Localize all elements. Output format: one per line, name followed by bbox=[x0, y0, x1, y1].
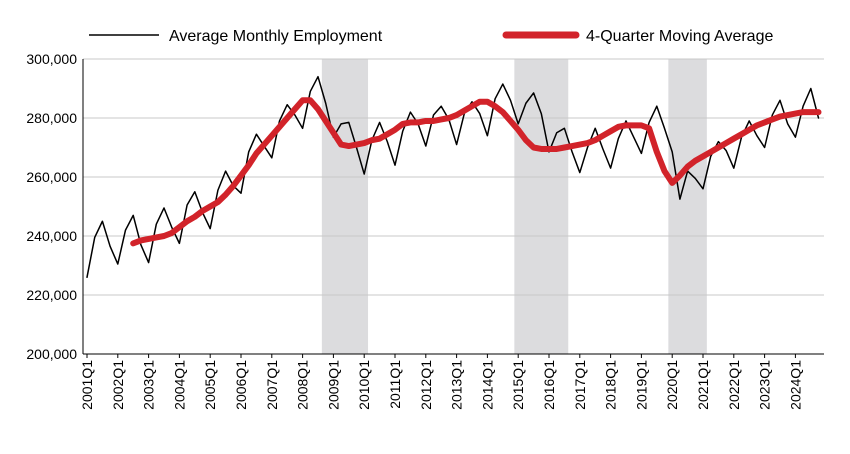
x-tick-label: 2017Q1 bbox=[572, 360, 588, 410]
y-tick-label: 220,000 bbox=[26, 287, 77, 303]
x-tick-label: 2018Q1 bbox=[603, 360, 619, 410]
legend: Average Monthly Employment 4-Quarter Mov… bbox=[89, 28, 773, 45]
x-tick-label: 2001Q1 bbox=[79, 360, 95, 410]
series-lines bbox=[86, 75, 822, 279]
x-tick-label: 2008Q1 bbox=[295, 360, 311, 410]
y-tick-label: 260,000 bbox=[26, 169, 77, 185]
legend-label-moving-average: 4-Quarter Moving Average bbox=[586, 28, 773, 45]
axes bbox=[82, 59, 824, 358]
x-tick-label: 2023Q1 bbox=[757, 360, 773, 410]
series-line-employment bbox=[86, 75, 820, 279]
x-tick-label: 2012Q1 bbox=[418, 360, 434, 410]
recession-band-2 bbox=[514, 59, 569, 354]
x-tick-label: 2020Q1 bbox=[664, 360, 680, 410]
x-tick-label: 2022Q1 bbox=[726, 360, 742, 410]
x-tick-label: 2011Q1 bbox=[387, 360, 403, 409]
x-tick-label: 2006Q1 bbox=[233, 360, 249, 410]
recession-band-3 bbox=[668, 59, 707, 354]
y-tick-label: 280,000 bbox=[26, 110, 77, 126]
x-tick-label: 2002Q1 bbox=[110, 360, 126, 410]
x-tick-label: 2007Q1 bbox=[264, 360, 280, 410]
x-tick-label: 2014Q1 bbox=[479, 360, 495, 410]
x-tick-label: 2013Q1 bbox=[449, 360, 465, 410]
x-tick-label: 2009Q1 bbox=[325, 360, 341, 410]
x-tick-label: 2021Q1 bbox=[695, 360, 711, 410]
x-tick-label: 2015Q1 bbox=[510, 360, 526, 410]
y-tick-labels: 200,000 220,000 240,000 260,000 280,000 300,0… bbox=[26, 51, 77, 362]
x-tick-labels: 2001Q1 2002Q1 2003Q1 2004Q1 2005Q1 2006Q1 2007… bbox=[79, 360, 803, 410]
x-tick-label: 2016Q1 bbox=[541, 360, 557, 410]
x-tick-label: 2024Q1 bbox=[787, 360, 803, 410]
x-tick-label: 2019Q1 bbox=[633, 360, 649, 410]
gridlines bbox=[83, 58, 824, 296]
x-tick-label: 2003Q1 bbox=[141, 360, 157, 410]
x-tick-label: 2004Q1 bbox=[171, 360, 187, 410]
y-tick-label: 240,000 bbox=[26, 228, 77, 244]
legend-label-employment: Average Monthly Employment bbox=[169, 28, 383, 45]
x-tick-label: 2010Q1 bbox=[356, 360, 372, 410]
series-line-moving-average bbox=[130, 97, 822, 247]
y-tick-label: 200,000 bbox=[26, 346, 77, 362]
y-tick-label: 300,000 bbox=[26, 51, 77, 67]
recession-band-1 bbox=[321, 59, 369, 354]
recession-bands bbox=[321, 59, 707, 354]
x-tick-label: 2005Q1 bbox=[202, 360, 218, 410]
